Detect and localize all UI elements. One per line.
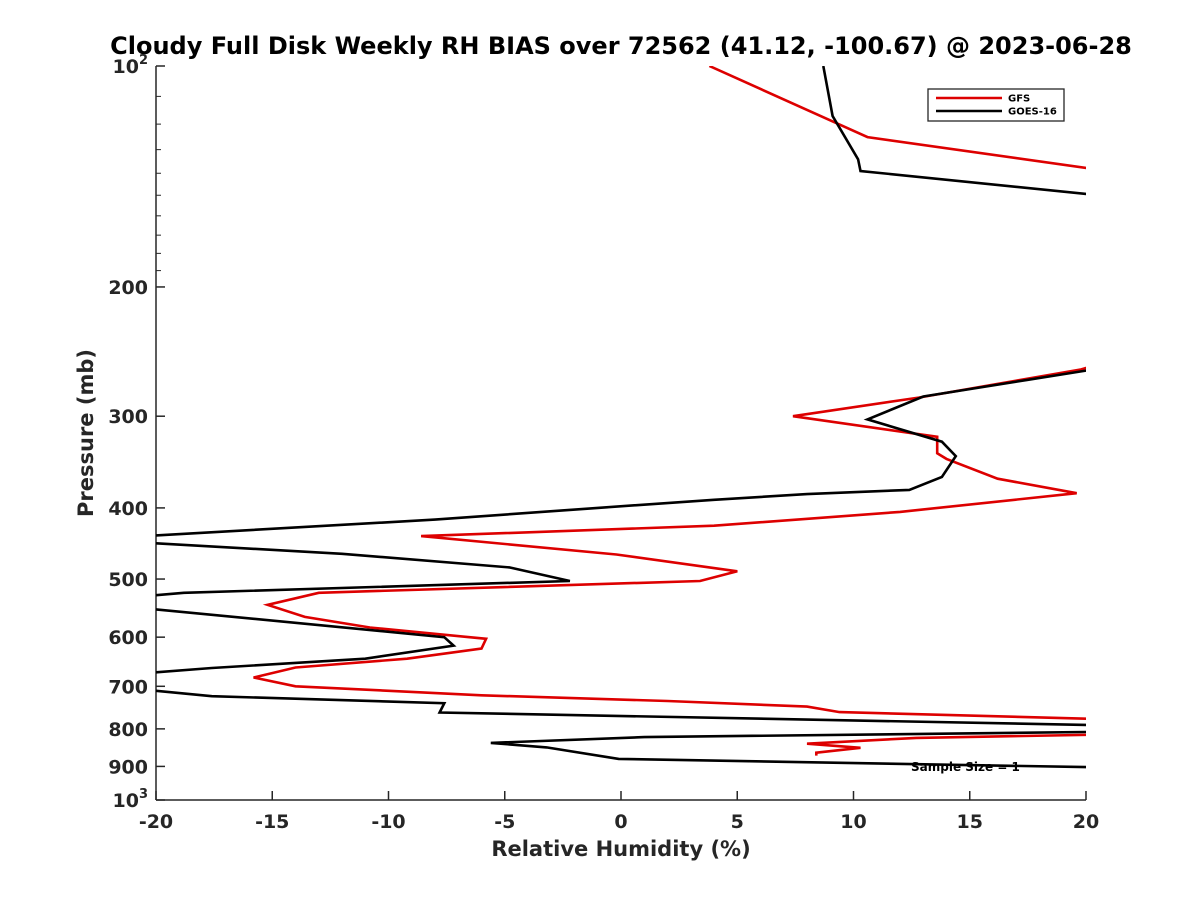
x-tick-label: -5 (494, 811, 515, 833)
y-tick-label: 200 (108, 277, 148, 299)
x-tick-label: -10 (371, 811, 405, 833)
y-tick-label: 102 (113, 53, 149, 78)
x-tick-label: 0 (614, 811, 627, 833)
y-tick-label: 300 (108, 406, 148, 428)
legend-label: GOES-16 (1008, 107, 1057, 118)
y-axis-label: Pressure (mb) (74, 349, 98, 517)
y-tick-label: 500 (108, 569, 148, 591)
legend-box (927, 88, 1065, 122)
x-tick-label: 20 (1073, 811, 1099, 833)
y-tick-label: 400 (108, 498, 148, 520)
x-tick-label: 15 (957, 811, 983, 833)
sample-size-annotation: Sample Size = 1 (911, 760, 1020, 774)
x-tick-label: -20 (139, 811, 173, 833)
series-line-goes-16 (156, 66, 1086, 769)
chart-title: Cloudy Full Disk Weekly RH BIAS over 725… (110, 32, 1132, 60)
legend-label: GFS (1008, 94, 1030, 105)
legend: GFS GOES-16 (927, 88, 1065, 122)
x-axis-label: Relative Humidity (%) (491, 837, 750, 861)
x-tick-label: -15 (255, 811, 289, 833)
series-layer (156, 66, 1086, 769)
y-tick-label: 600 (108, 627, 148, 649)
series-line-gfs (253, 66, 1086, 756)
y-tick-label: 800 (108, 719, 148, 741)
y-tick-label: 103 (113, 787, 149, 812)
x-tick-label: 5 (731, 811, 744, 833)
y-tick-label: 700 (108, 676, 148, 698)
x-tick-label: 10 (840, 811, 866, 833)
y-tick-label: 900 (108, 756, 148, 778)
